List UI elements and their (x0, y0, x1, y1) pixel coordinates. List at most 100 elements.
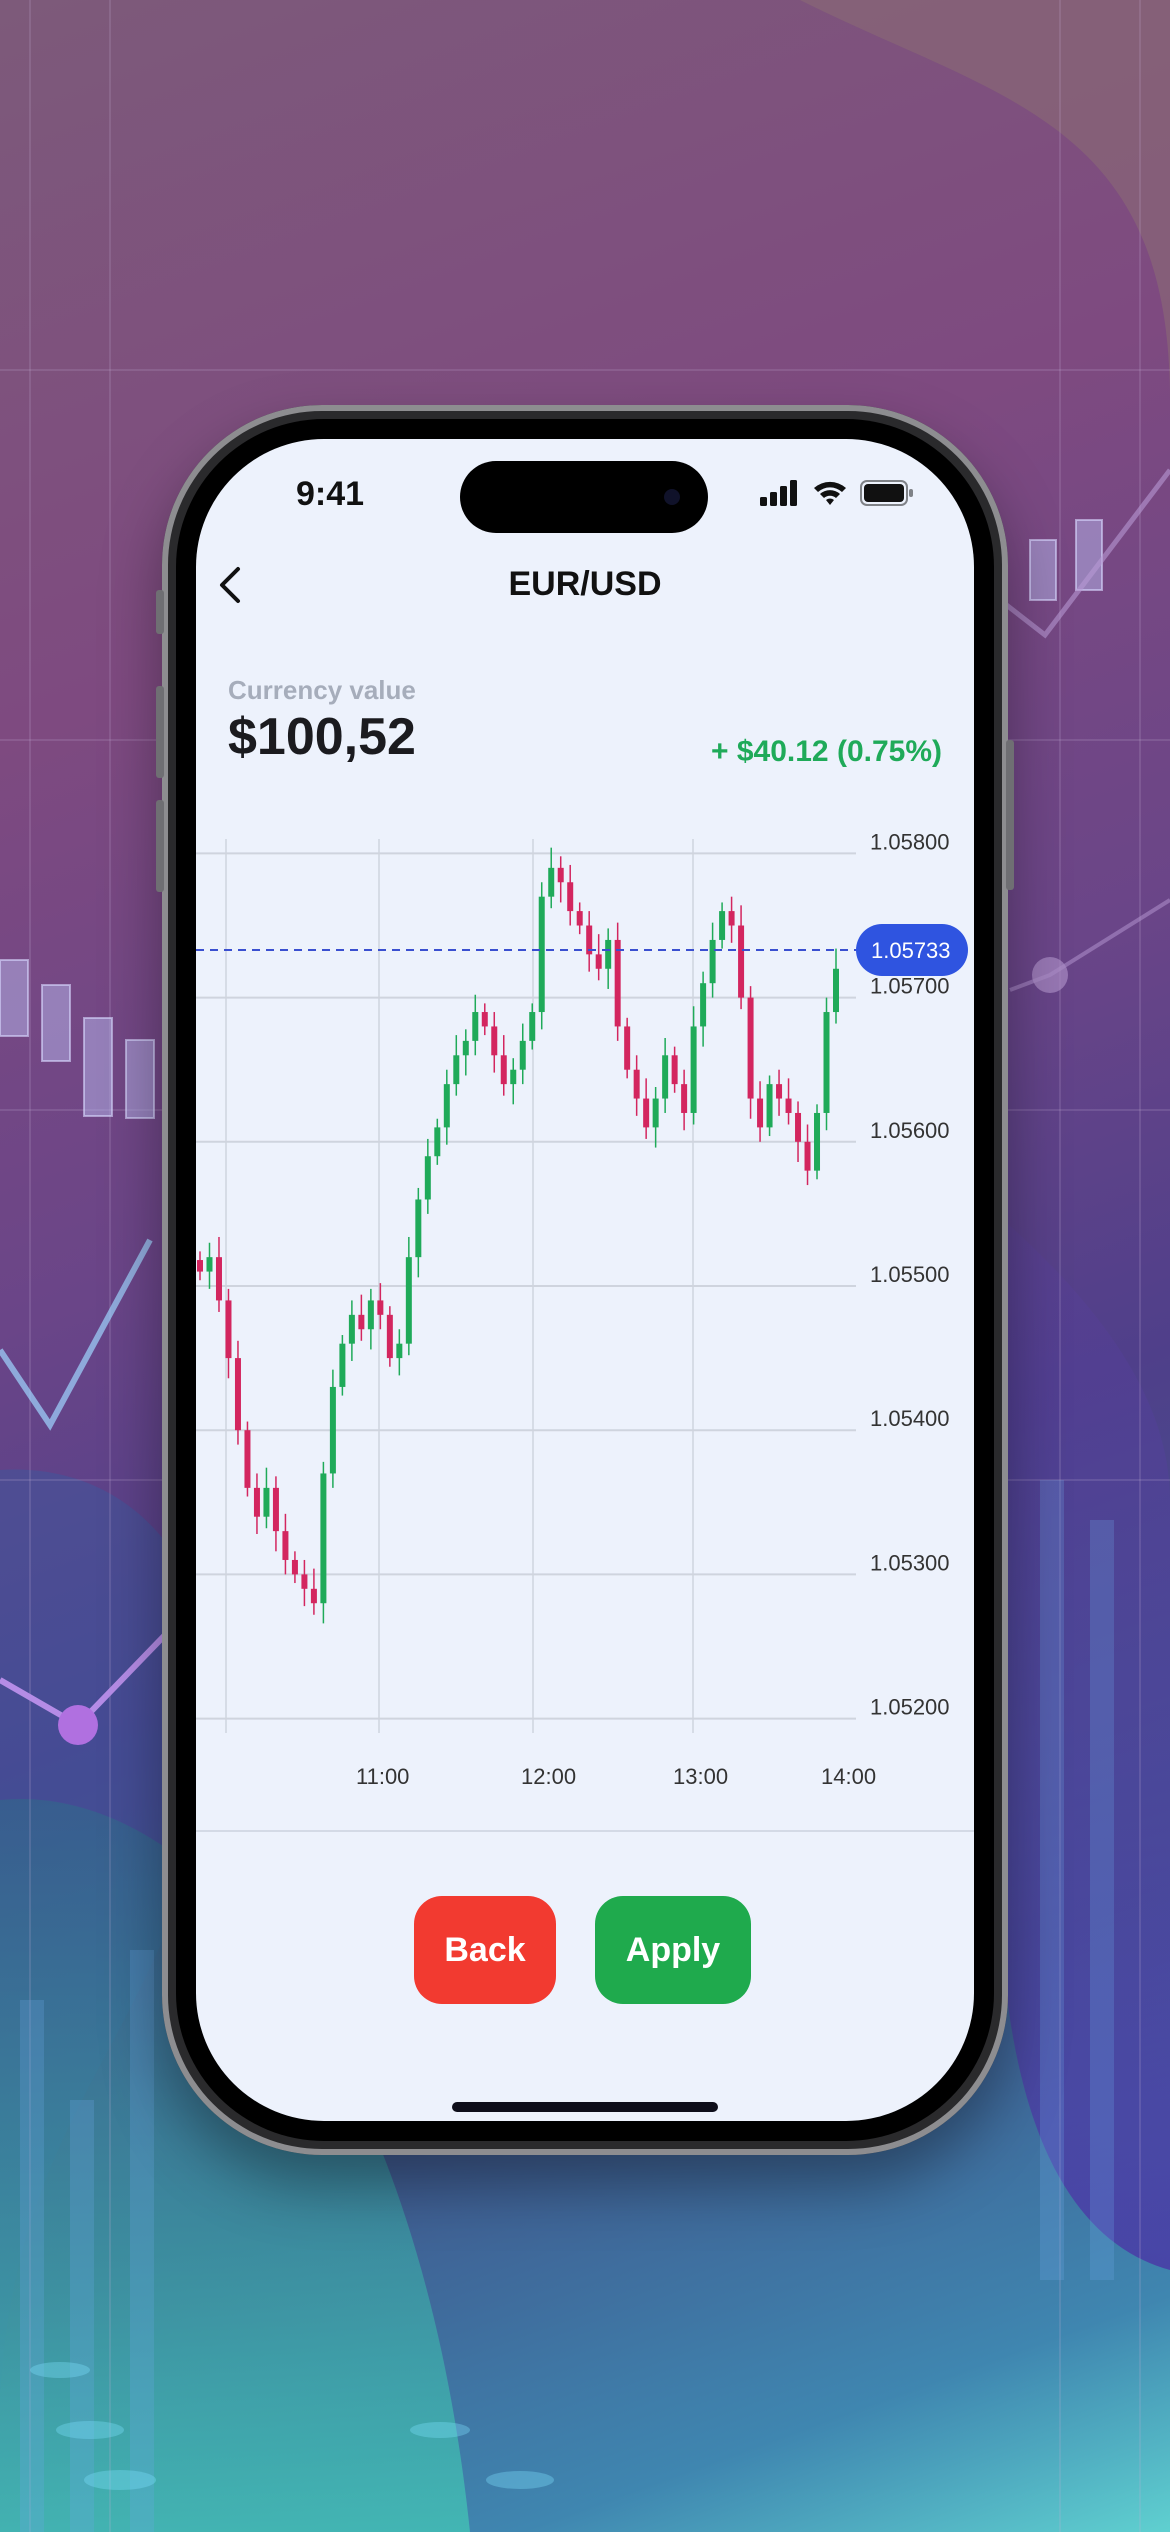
x-tick-label: 13:00 (673, 1764, 728, 1789)
cellular-signal-icon (760, 480, 797, 506)
currency-value-label: Currency value (228, 675, 416, 705)
y-tick-label: 1.05500 (870, 1262, 950, 1287)
candle (709, 922, 716, 998)
price-change: + $40.12 (0.75%) (711, 735, 942, 768)
candle (491, 1012, 498, 1073)
candle (548, 847, 555, 909)
candle (215, 1236, 222, 1312)
x-axis-labels: 11:00 12:00 13:00 14:00 (356, 1764, 876, 1789)
candle (310, 1568, 317, 1615)
candle (804, 1124, 811, 1186)
back-button[interactable]: Back (414, 1896, 556, 2004)
candle (633, 1055, 640, 1116)
apply-button[interactable]: Apply (595, 1896, 751, 2004)
y-axis-labels: 1.05800 1.05700 1.05600 1.05500 1.05400 1.053… (870, 829, 950, 1719)
dynamic-island (460, 461, 708, 533)
x-tick-label: 14:00 (821, 1764, 876, 1789)
volume-down-button (156, 800, 164, 892)
app-screen: 9:41 EUR/USD Currency value $100,52 + $4… (196, 439, 974, 2121)
candle (405, 1236, 412, 1356)
chart-candles (197, 847, 839, 1624)
candle (595, 934, 602, 981)
candle (671, 1046, 678, 1093)
y-tick-label: 1.05700 (870, 974, 950, 999)
candle (282, 1513, 289, 1575)
candle (529, 1003, 536, 1050)
candle (462, 1029, 469, 1076)
candle (500, 1035, 507, 1096)
candle (662, 1037, 669, 1113)
candle (538, 882, 545, 1030)
candle (728, 896, 735, 943)
candle (443, 1069, 450, 1145)
back-chevron-icon[interactable] (210, 561, 254, 609)
candle (823, 997, 830, 1131)
candle (481, 1003, 488, 1036)
candle (234, 1340, 241, 1445)
candle (652, 1087, 659, 1148)
battery-icon (860, 480, 913, 506)
status-icons (760, 479, 914, 507)
candle (339, 1335, 346, 1396)
candle (614, 922, 621, 1041)
candle (453, 1035, 460, 1096)
y-tick-label: 1.05800 (870, 829, 950, 854)
candle (396, 1329, 403, 1376)
power-button (1006, 740, 1014, 890)
camera-lens (664, 489, 680, 505)
current-price-label: 1.05733 (871, 938, 951, 963)
candle (358, 1294, 365, 1341)
candle (795, 1101, 802, 1162)
candle (586, 911, 593, 972)
y-tick-label: 1.05200 (870, 1695, 950, 1720)
candle (244, 1421, 251, 1497)
candle (785, 1078, 792, 1125)
volume-up-button (156, 686, 164, 778)
wifi-icon (814, 481, 846, 505)
candle (643, 1078, 650, 1139)
y-tick-label: 1.05600 (870, 1118, 950, 1143)
candle (206, 1242, 213, 1289)
page-title: EUR/USD (508, 565, 662, 603)
candle (348, 1300, 355, 1361)
candle (472, 994, 479, 1056)
candle (320, 1461, 327, 1624)
candle (197, 1251, 203, 1281)
silent-switch (156, 590, 164, 634)
candle (814, 1104, 821, 1180)
candle (424, 1138, 431, 1214)
candlestick-chart[interactable]: 1.05800 1.05700 1.05600 1.05500 1.05400 1.053… (196, 809, 974, 1829)
x-tick-label: 12:00 (521, 1764, 576, 1789)
candle (747, 986, 754, 1119)
candle (605, 928, 612, 989)
candle (690, 1006, 697, 1125)
home-indicator (452, 2102, 718, 2112)
candle (329, 1369, 336, 1488)
candle (386, 1306, 393, 1367)
candle (253, 1473, 260, 1535)
candle (557, 856, 564, 903)
x-tick-label: 11:00 (356, 1764, 409, 1789)
candle (301, 1559, 308, 1607)
currency-value: $100,52 (228, 708, 416, 766)
current-price-marker: 1.05733 (196, 924, 968, 977)
candle (377, 1283, 384, 1330)
candle (519, 1023, 526, 1085)
candle (700, 971, 707, 1047)
candle (738, 905, 745, 1010)
y-tick-label: 1.05400 (870, 1406, 950, 1431)
candle (833, 948, 839, 1024)
candle (510, 1058, 517, 1105)
candle (776, 1069, 783, 1116)
candle (225, 1288, 232, 1379)
candle (681, 1069, 688, 1131)
candle (291, 1551, 298, 1584)
candle (766, 1075, 773, 1137)
candle (367, 1288, 374, 1350)
candle (624, 1017, 631, 1079)
chart-divider (196, 1830, 974, 1832)
candle (263, 1467, 270, 1529)
status-time: 9:41 (296, 475, 365, 513)
candle (719, 902, 726, 949)
candle (567, 864, 574, 926)
